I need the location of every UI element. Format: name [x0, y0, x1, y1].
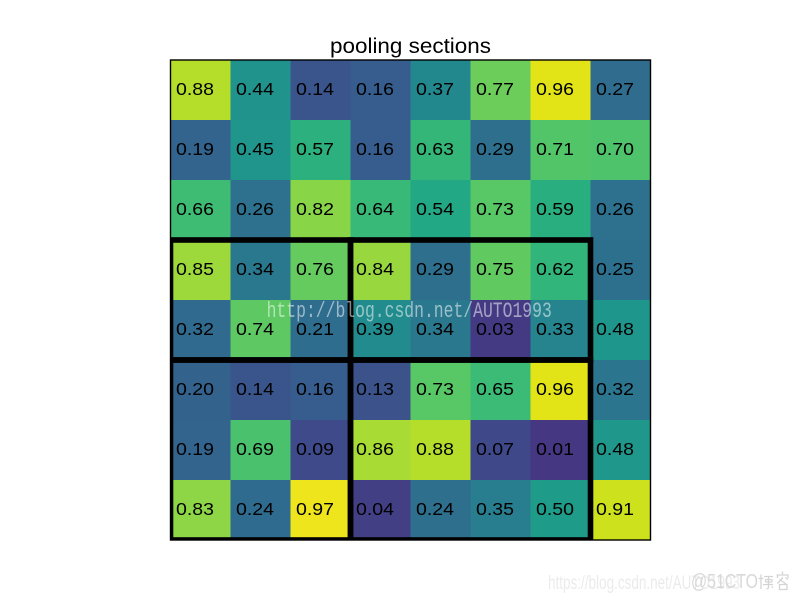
svg-text:0.26: 0.26 — [596, 199, 634, 219]
svg-text:0.77: 0.77 — [476, 79, 514, 99]
svg-text:pooling sections: pooling sections — [330, 35, 491, 58]
svg-text:0.75: 0.75 — [476, 259, 514, 279]
svg-text:0.24: 0.24 — [236, 499, 274, 519]
svg-text:0.83: 0.83 — [176, 499, 214, 519]
svg-text:0.73: 0.73 — [476, 199, 514, 219]
svg-text:0.01: 0.01 — [536, 439, 574, 459]
svg-text:0.26: 0.26 — [236, 199, 274, 219]
svg-text:0.19: 0.19 — [176, 139, 214, 159]
svg-text:0.35: 0.35 — [476, 499, 514, 519]
svg-text:0.88: 0.88 — [416, 439, 454, 459]
svg-text:0.14: 0.14 — [236, 379, 274, 399]
svg-text:0.50: 0.50 — [536, 499, 574, 519]
svg-text:0.70: 0.70 — [596, 139, 634, 159]
svg-text:0.96: 0.96 — [536, 79, 574, 99]
svg-text:0.20: 0.20 — [176, 379, 214, 399]
svg-text:0.84: 0.84 — [356, 259, 394, 279]
svg-text:0.34: 0.34 — [236, 259, 274, 279]
svg-text:0.29: 0.29 — [416, 259, 454, 279]
svg-text:0.07: 0.07 — [476, 439, 514, 459]
svg-text:0.16: 0.16 — [296, 379, 334, 399]
svg-text:0.13: 0.13 — [356, 379, 394, 399]
svg-text:0.24: 0.24 — [416, 499, 454, 519]
svg-text:0.71: 0.71 — [536, 139, 574, 159]
svg-text:0.29: 0.29 — [476, 139, 514, 159]
svg-text:https://blog.csdn.net/AUTO1993: https://blog.csdn.net/AUTO1993 — [548, 573, 740, 594]
svg-text:0.64: 0.64 — [356, 199, 394, 219]
svg-text:0.09: 0.09 — [296, 439, 334, 459]
svg-text:0.82: 0.82 — [296, 199, 334, 219]
svg-text:0.32: 0.32 — [596, 379, 634, 399]
svg-text:0.45: 0.45 — [236, 139, 274, 159]
svg-text:0.57: 0.57 — [296, 139, 334, 159]
svg-text:0.33: 0.33 — [536, 319, 574, 339]
svg-text:0.37: 0.37 — [416, 79, 454, 99]
svg-text:0.25: 0.25 — [596, 259, 634, 279]
svg-text:0.27: 0.27 — [596, 79, 634, 99]
svg-text:0.59: 0.59 — [536, 199, 574, 219]
svg-text:0.04: 0.04 — [356, 499, 394, 519]
svg-text:0.39: 0.39 — [356, 319, 394, 339]
svg-text:0.97: 0.97 — [296, 499, 334, 519]
svg-text:0.19: 0.19 — [176, 439, 214, 459]
svg-text:0.85: 0.85 — [176, 259, 214, 279]
svg-text:0.65: 0.65 — [476, 379, 514, 399]
svg-text:0.69: 0.69 — [236, 439, 274, 459]
svg-text:0.62: 0.62 — [536, 259, 574, 279]
svg-text:0.14: 0.14 — [296, 79, 334, 99]
svg-text:0.96: 0.96 — [536, 379, 574, 399]
svg-text:http://blog.csdn.net/AUTO1993: http://blog.csdn.net/AUTO1993 — [267, 299, 552, 324]
svg-text:@51CTO: @51CTO — [691, 571, 758, 593]
svg-text:0.48: 0.48 — [596, 319, 634, 339]
svg-text:0.34: 0.34 — [416, 319, 454, 339]
svg-text:0.73: 0.73 — [416, 379, 454, 399]
svg-text:0.63: 0.63 — [416, 139, 454, 159]
svg-text:0.44: 0.44 — [236, 79, 274, 99]
svg-text:0.48: 0.48 — [596, 439, 634, 459]
svg-text:0.86: 0.86 — [356, 439, 394, 459]
svg-text:0.03: 0.03 — [476, 319, 514, 339]
svg-text:0.74: 0.74 — [236, 319, 274, 339]
svg-text:0.16: 0.16 — [356, 79, 394, 99]
svg-text:0.16: 0.16 — [356, 139, 394, 159]
svg-text:0.91: 0.91 — [596, 499, 634, 519]
svg-text:0.66: 0.66 — [176, 199, 214, 219]
svg-text:0.54: 0.54 — [416, 199, 454, 219]
svg-text:0.21: 0.21 — [296, 319, 334, 339]
svg-text:0.32: 0.32 — [176, 319, 214, 339]
svg-text:0.76: 0.76 — [296, 259, 334, 279]
svg-text:0.88: 0.88 — [176, 79, 214, 99]
